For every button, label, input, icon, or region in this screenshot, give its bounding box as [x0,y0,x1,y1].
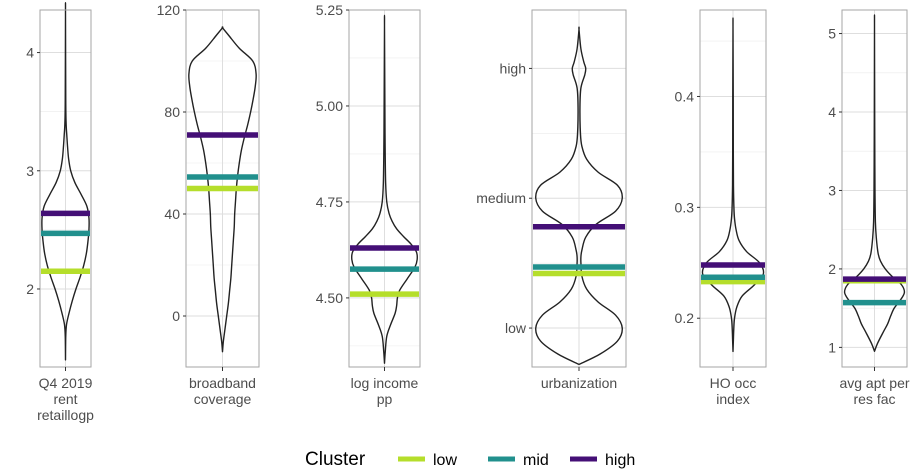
x-axis-label-line: avg apt per [839,375,909,391]
legend-title: Cluster [305,449,366,470]
y-tick-label: 1 [828,339,836,355]
y-tick-label: 4 [26,45,34,61]
violin-outline [701,17,765,353]
x-axis-label-line: log income [351,375,419,391]
violin-outline [351,14,418,364]
violin-outline [535,26,623,366]
y-tick-label: 5.00 [316,98,343,114]
y-tick-label: 0.2 [675,310,695,326]
y-tick-label: 5 [828,26,836,42]
legend-label-low: low [433,452,457,469]
legend: Cluster low mid high [305,449,635,470]
x-axis-label-line: Q4 2019 [39,375,93,391]
y-tick-label: medium [476,190,526,206]
violin-outline [41,2,90,361]
legend-label-high: high [605,452,635,469]
x-axis-label-line: urbanization [541,375,617,391]
y-tick-label: high [500,60,526,76]
x-axis-label-line: retaillogp [37,407,94,423]
y-tick-label: 4.50 [316,290,343,306]
y-tick-label: 40 [164,206,180,222]
x-axis-label-line: index [716,391,749,407]
y-tick-label: 0.4 [675,88,695,104]
y-tick-label: 3 [828,182,836,198]
violin-outline [843,14,906,353]
y-tick-label: 2 [26,281,34,297]
violin-outline [188,26,257,353]
y-tick-label: low [505,320,527,336]
y-tick-label: 0 [172,308,180,324]
y-tick-label: 3 [26,163,34,179]
x-axis-label-line: coverage [194,391,252,407]
y-tick-label: 120 [157,2,181,18]
legend-label-mid: mid [523,452,549,469]
x-axis-label-line: HO occ [710,375,757,391]
x-axis-label-line: rent [53,391,77,407]
y-tick-label: 4 [828,104,836,120]
y-tick-label: 2 [828,261,836,277]
y-tick-label: 0.3 [675,199,695,215]
y-tick-label: 80 [164,104,180,120]
panel-4: low medium high urbanization [476,9,627,391]
x-axis-label-line: res fac [853,391,895,407]
y-tick-label: 4.75 [316,194,343,210]
y-tick-label: 5.25 [316,2,343,18]
x-axis-label-line: pp [377,391,393,407]
x-axis-label-line: broadband [189,375,256,391]
